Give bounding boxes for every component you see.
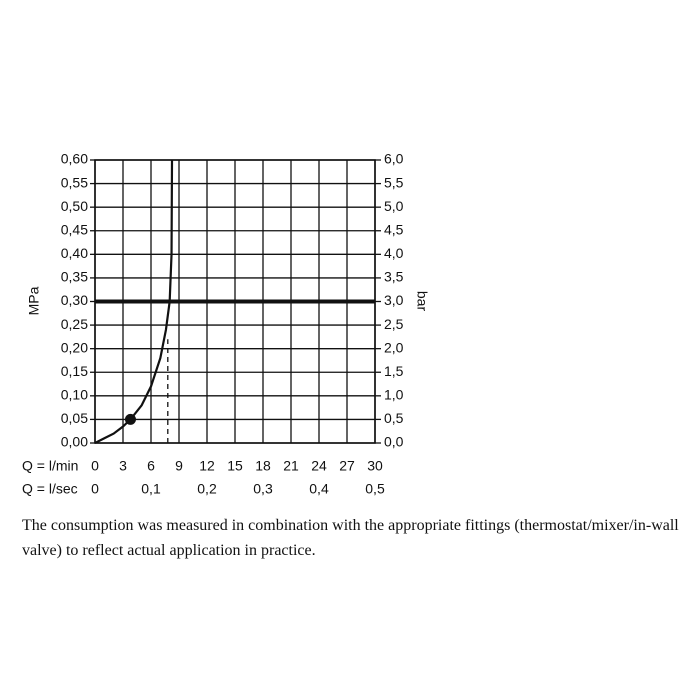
y2-axis-label: bar xyxy=(414,291,430,312)
y-tick-label: 0,40 xyxy=(61,245,88,261)
caption: The consumption was measured in combinat… xyxy=(22,517,679,559)
x2-tick-label: 0,4 xyxy=(309,481,329,497)
y-tick-label: 0,35 xyxy=(61,269,88,285)
y-tick-label: 0,20 xyxy=(61,339,88,355)
x2-tick-label: 0,3 xyxy=(253,481,273,497)
y-tick-label: 0,45 xyxy=(61,221,88,237)
flow-curve xyxy=(94,159,174,444)
x-tick-label: 0 xyxy=(91,458,99,474)
y2-tick-label: 1,5 xyxy=(384,363,404,379)
y-tick-label: 0,25 xyxy=(61,316,88,332)
y2-tick-label: 2,5 xyxy=(384,316,404,332)
y2-tick-label: 4,5 xyxy=(384,221,404,237)
x-tick-label: 15 xyxy=(227,458,243,474)
x-tick-label: 30 xyxy=(367,458,383,474)
y2-tick-label: 5,5 xyxy=(384,174,404,190)
x-tick-label: 24 xyxy=(311,458,327,474)
x-tick-label: 27 xyxy=(339,458,355,474)
y2-tick-label: 0,5 xyxy=(384,410,404,426)
y2-tick-label: 3,0 xyxy=(384,292,404,308)
x-tick-label: 3 xyxy=(119,458,127,474)
x2-tick-label: 0 xyxy=(91,481,99,497)
y2-tick-label: 4,0 xyxy=(384,245,404,261)
y2-tick-label: 3,5 xyxy=(384,269,404,285)
x2-tick-label: 0,2 xyxy=(197,481,217,497)
x2-axis-label: Q = l/sec xyxy=(22,481,78,497)
y-tick-label: 0,55 xyxy=(61,174,88,190)
y-tick-label: 0,50 xyxy=(61,198,88,214)
x-axis-label: Q = l/min xyxy=(22,458,78,474)
y2-tick-label: 5,0 xyxy=(384,198,404,214)
y2-tick-label: 0,0 xyxy=(384,434,404,450)
chart: MPa bar Q = l/min Q = l/sec 0,000,050,10… xyxy=(22,151,430,497)
y2-tick-label: 6,0 xyxy=(384,151,404,167)
x-tick-label: 18 xyxy=(255,458,271,474)
y2-tick-label: 1,0 xyxy=(384,387,404,403)
y-tick-label: 0,00 xyxy=(61,434,88,450)
x2-tick-label: 0,1 xyxy=(141,481,161,497)
marker xyxy=(124,413,136,425)
x-tick-label: 12 xyxy=(199,458,215,474)
x-tick-label: 9 xyxy=(175,458,183,474)
y-tick-label: 0,05 xyxy=(61,410,88,426)
x2-tick-label: 0,5 xyxy=(365,481,385,497)
y-tick-label: 0,60 xyxy=(61,151,88,167)
y-tick-label: 0,30 xyxy=(61,292,88,308)
x-tick-label: 6 xyxy=(147,458,155,474)
y2-tick-label: 2,0 xyxy=(384,339,404,355)
y-axis-label: MPa xyxy=(26,286,42,315)
x-tick-label: 21 xyxy=(283,458,299,474)
y-tick-label: 0,15 xyxy=(61,363,88,379)
y-tick-label: 0,10 xyxy=(61,387,88,403)
